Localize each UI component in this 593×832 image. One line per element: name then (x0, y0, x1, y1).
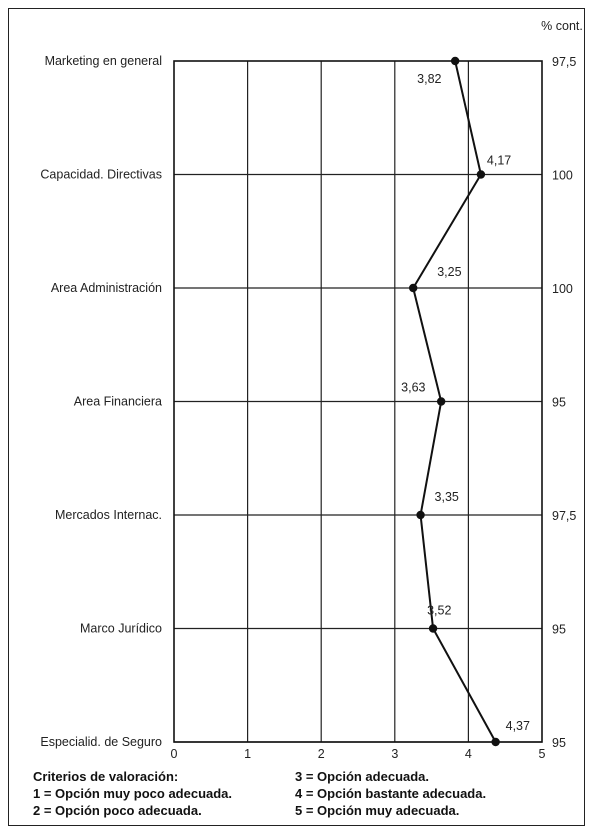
category-label: Area Financiera (74, 395, 162, 409)
percent-value: 97,5 (552, 509, 576, 523)
legend-item: 1 = Opción muy poco adecuada. (33, 786, 233, 801)
data-label: 3,63 (401, 381, 425, 395)
data-points (409, 56, 500, 747)
horizontal-gridlines (174, 173, 542, 743)
legend-item: 5 = Opción muy adecuada. (295, 803, 460, 818)
data-point (409, 283, 418, 293)
category-label: Marketing en general (45, 54, 162, 68)
x-tick-label: 0 (171, 747, 178, 761)
data-labels: 3,82 4,17 3,25 3,63 3,35 3,52 4,37 (401, 72, 530, 733)
data-label: 3,35 (435, 490, 459, 504)
percent-value: 100 (552, 169, 573, 183)
data-point (428, 624, 438, 633)
category-label: Marco Jurídico (80, 622, 162, 636)
plot-area (173, 60, 543, 743)
data-point (416, 510, 425, 520)
x-tick-label: 2 (318, 747, 325, 761)
data-point (450, 56, 460, 66)
x-tick-labels: 0 1 2 3 4 5 (171, 747, 546, 761)
legend-title: Criterios de valoración: (33, 769, 179, 784)
data-point (436, 397, 446, 406)
data-label: 4,17 (487, 154, 511, 168)
data-label: 3,52 (427, 604, 451, 618)
x-tick-label: 1 (244, 747, 251, 761)
category-labels: Marketing en general Capacidad. Directiva… (40, 54, 162, 749)
legend-item: 2 = Opción poco adecuada. (33, 803, 202, 818)
percent-value: 95 (552, 736, 566, 750)
data-label: 3,82 (417, 72, 441, 86)
category-label: Area Administración (51, 281, 162, 295)
percent-values: 97,5 100 100 95 97,5 95 95 (552, 55, 576, 750)
right-axis-title: % cont. (541, 19, 583, 33)
chart-svg: Marketing en general Capacidad. Directiva… (40, 19, 583, 761)
percent-value: 100 (552, 282, 573, 296)
x-tick-label: 3 (391, 747, 398, 761)
percent-value: 97,5 (552, 55, 576, 69)
data-point (491, 737, 500, 747)
x-tick-label: 4 (465, 747, 472, 761)
percent-value: 95 (552, 396, 566, 410)
category-label: Capacidad. Directivas (40, 168, 162, 182)
data-label: 3,25 (437, 265, 461, 279)
category-label: Especialid. de Seguro (40, 735, 162, 749)
data-point (476, 170, 486, 179)
chart-frame (8, 8, 585, 826)
data-label: 4,37 (506, 719, 530, 733)
legend-item: 4 = Opción bastante adecuada. (295, 786, 487, 801)
percent-value: 95 (552, 623, 566, 637)
x-tick-label: 5 (539, 747, 546, 761)
legend-item: 3 = Opción adecuada. (295, 769, 430, 784)
category-label: Mercados Internac. (55, 508, 162, 522)
